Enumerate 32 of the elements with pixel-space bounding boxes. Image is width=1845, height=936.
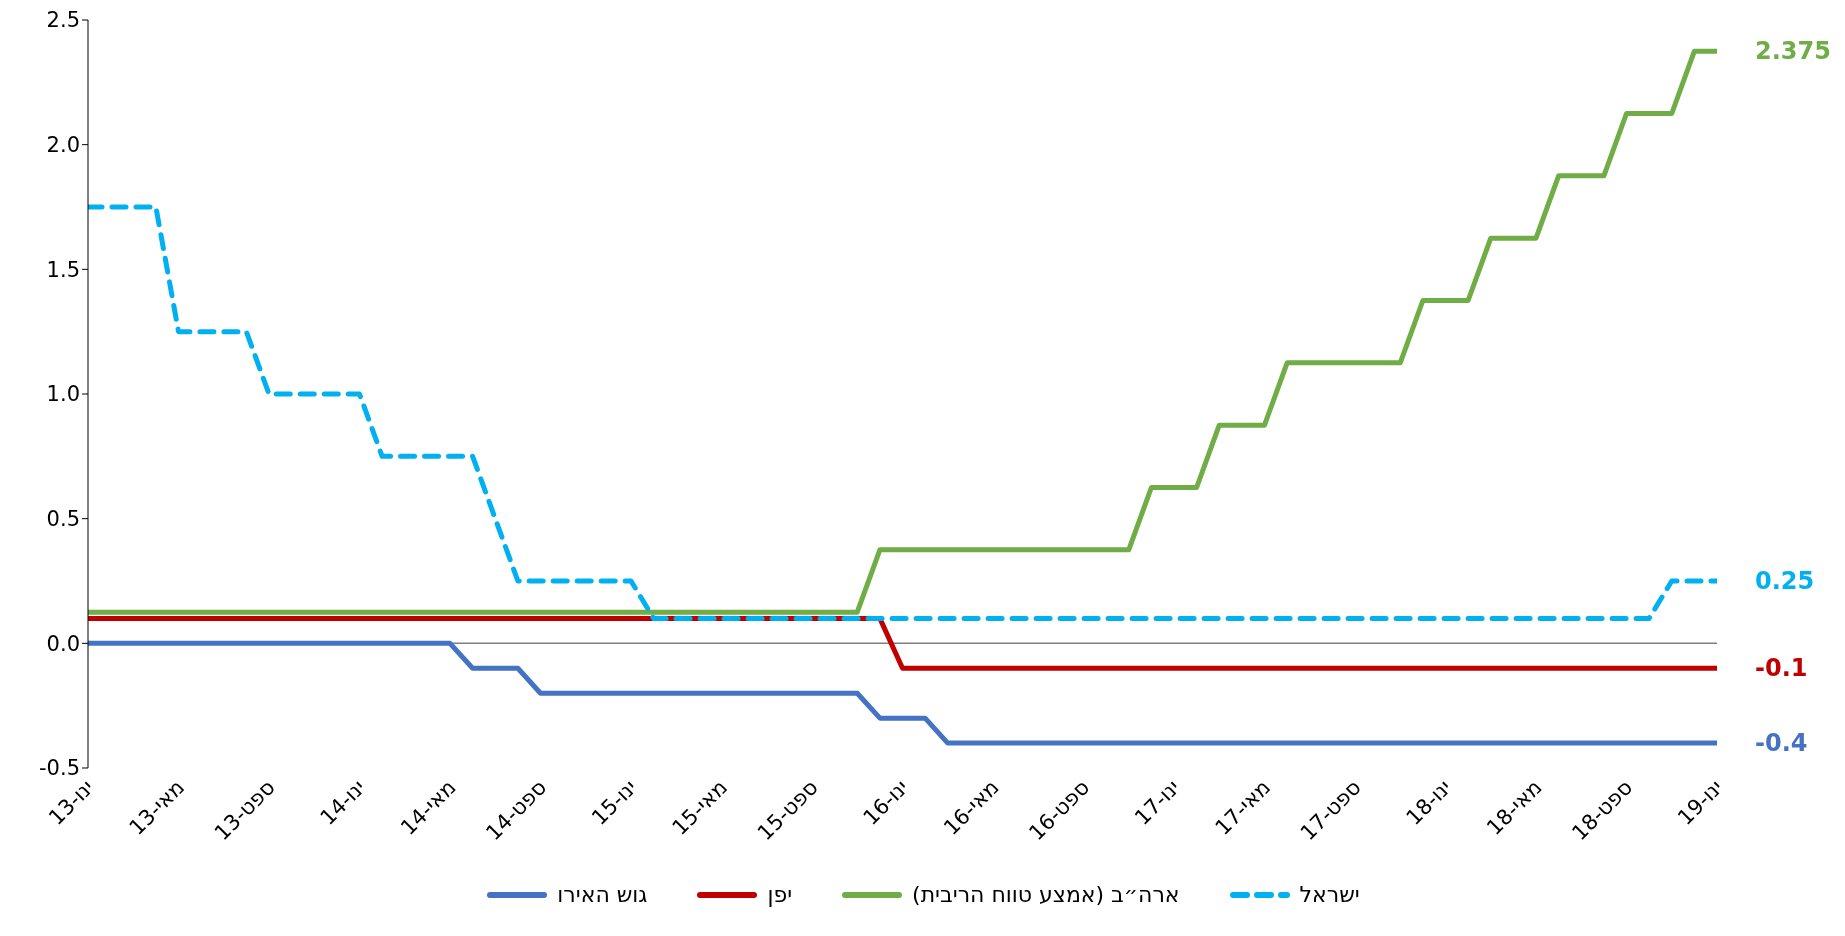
- x-tick-label: ינו-14: [315, 775, 371, 830]
- data-label: -0.4: [1755, 729, 1808, 758]
- legend-label: יפן: [767, 882, 793, 907]
- x-tick-label: ספט-14: [481, 775, 552, 846]
- x-tick-label: ספט-16: [1024, 775, 1095, 846]
- x-tick-label: ספט-18: [1567, 775, 1638, 846]
- x-tick-label: ינו-15: [587, 775, 642, 830]
- legend-label: ארה״ב (אמצע טווח הריבית): [912, 882, 1180, 907]
- x-tick-label: ספט-17: [1295, 775, 1366, 846]
- y-tick-label: 1.5: [46, 257, 80, 282]
- x-tick-label: מאי-16: [939, 775, 1004, 840]
- y-tick-label: 2.5: [46, 8, 80, 33]
- y-tick-label: 0.5: [46, 507, 80, 532]
- y-tick-label: 2.0: [46, 133, 80, 158]
- x-tick-label: ינו-19: [1673, 775, 1728, 830]
- x-tick-label: ספט-13: [209, 775, 280, 846]
- x-tick-label: מאי-14: [396, 775, 461, 840]
- legend-label: גוש האירו: [557, 882, 648, 907]
- x-tick-label: מאי-13: [124, 775, 190, 840]
- x-tick-label: מאי-18: [1482, 775, 1547, 840]
- legend-label: ישראל: [1299, 882, 1360, 907]
- x-tick-label: ינו-17: [1130, 775, 1185, 830]
- y-tick-label: 0.0: [46, 631, 80, 656]
- data-label: 0.25: [1755, 567, 1815, 595]
- x-tick-label: מאי-17: [1210, 775, 1276, 840]
- data-label: 2.375: [1755, 37, 1831, 66]
- x-tick-label: מאי-15: [667, 775, 733, 840]
- x-tick-label: ספט-15: [752, 775, 823, 846]
- x-tick-label: ינו-16: [858, 775, 914, 830]
- y-tick-label: 1.0: [46, 382, 80, 407]
- data-label: -0.1: [1755, 654, 1808, 683]
- x-tick-label: ינו-18: [1401, 775, 1457, 830]
